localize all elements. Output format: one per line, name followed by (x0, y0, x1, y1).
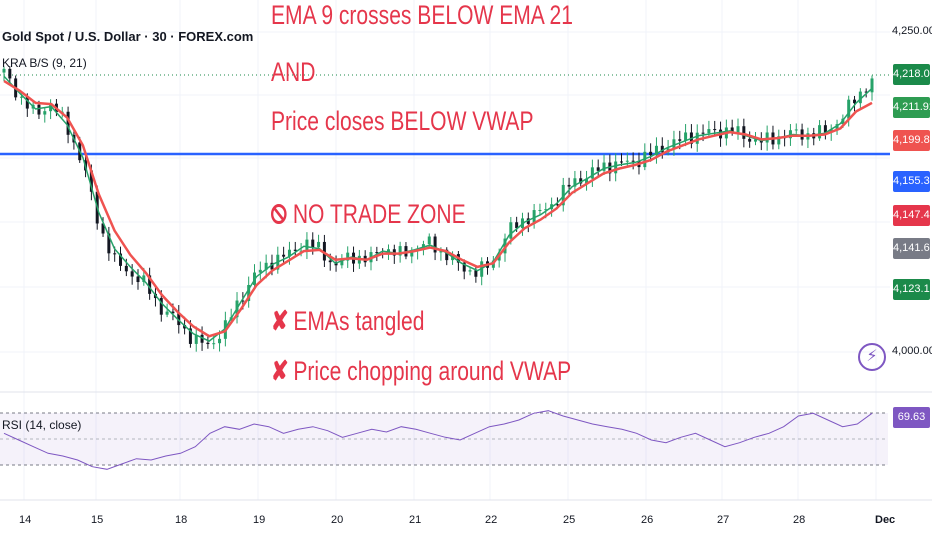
time-axis-label: 21 (409, 514, 422, 526)
candle (695, 124, 699, 152)
series-layer (3, 75, 873, 342)
candle (736, 118, 740, 140)
lightning-icon[interactable]: ⚡ (858, 343, 886, 371)
candle (66, 106, 70, 144)
candle (596, 159, 600, 177)
candle (194, 326, 198, 352)
candle (835, 119, 839, 135)
candle (148, 267, 152, 300)
no-trade-label: NO TRADE ZONE (292, 199, 466, 229)
annotation-line-2: AND (271, 57, 316, 87)
candle (684, 124, 688, 147)
candle (672, 130, 676, 156)
candle (777, 129, 781, 150)
candle (538, 203, 542, 216)
time-axis-label: 15 (91, 514, 104, 526)
candle (561, 177, 565, 212)
symbol-title[interactable]: Gold Spot / U.S. Dollar · 30 · FOREX.com (2, 29, 254, 44)
candle (305, 232, 309, 260)
candle (818, 120, 822, 141)
candle (794, 123, 798, 134)
price-tag-4: 4,147.46 (893, 205, 932, 226)
candle (247, 276, 251, 308)
ema21-line (3, 79, 873, 338)
price-tag-6: 4,123.12 (893, 279, 932, 300)
time-axis-label: 22 (485, 514, 498, 526)
time-axis-label: 25 (563, 514, 576, 526)
price-tag-ema9: 4,211.92 (893, 97, 932, 118)
candle (136, 269, 140, 290)
candle (258, 261, 262, 280)
candle (462, 259, 466, 280)
no-trade-annotation: NO TRADE ZONE (271, 201, 466, 228)
rsi-indicator-label[interactable]: RSI (14, close) (2, 418, 82, 432)
price-axis-tick: 4,000.00 (892, 345, 932, 357)
rsi-value-tag: 69.63 (893, 407, 930, 428)
reason-1: ✘ EMAs tangled (271, 308, 424, 335)
candle (573, 170, 577, 194)
price-tag-5: 4,141.66 (893, 238, 932, 259)
time-axis-label: Dec (875, 514, 896, 526)
price-tag-ema21: 4,199.84 (893, 130, 932, 151)
reason-1-label: EMAs tangled (293, 306, 425, 336)
no-entry-icon (271, 204, 287, 224)
candle (282, 246, 286, 265)
candle (620, 153, 624, 166)
time-axis-label: 18 (175, 514, 188, 526)
time-axis-label: 20 (331, 514, 344, 526)
candle (858, 88, 862, 108)
candle (119, 246, 123, 271)
candle (2, 66, 6, 82)
price-axis-tick: 4,250.00 (892, 25, 932, 37)
candle (107, 226, 111, 261)
annotation-line-3: Price closes BELOW VWAP (271, 106, 534, 136)
candle (43, 106, 47, 123)
candle (585, 170, 589, 191)
candle (322, 234, 326, 268)
reason-2-label: Price chopping around VWAP (293, 356, 572, 386)
candle (579, 170, 583, 187)
time-axis-label: 28 (793, 514, 806, 526)
candle (654, 137, 658, 164)
candle (602, 154, 606, 175)
candle (625, 152, 629, 167)
candle (264, 254, 268, 279)
cross-mark-icon: ✘ (271, 306, 289, 336)
candle (165, 303, 169, 318)
candle (468, 266, 472, 276)
annotation-line-1: EMA 9 crosses BELOW EMA 21 (271, 0, 573, 30)
time-axis-label: 19 (253, 514, 266, 526)
time-axis-label: 27 (717, 514, 730, 526)
time-axis-label: 14 (19, 514, 32, 526)
candle (567, 177, 571, 196)
time-axis-label: 26 (641, 514, 654, 526)
rsi-line (3, 410, 873, 470)
candle (590, 159, 594, 187)
candle (847, 95, 851, 127)
candle (823, 120, 827, 140)
candle (317, 234, 321, 251)
candle (130, 264, 134, 285)
candle (853, 95, 857, 112)
candle (870, 75, 874, 101)
cross-mark-icon: ✘ (271, 356, 289, 386)
indicator-label[interactable]: KRA B/S (9, 21) (2, 56, 87, 70)
reason-2: ✘ Price chopping around VWAP (271, 358, 571, 385)
candle (346, 246, 350, 268)
price-tag-vwap: 4,155.39 (893, 171, 932, 192)
price-tag-last: 4,218.00 (893, 64, 932, 85)
candle (748, 131, 752, 148)
candle (614, 153, 618, 182)
candle (649, 143, 653, 162)
